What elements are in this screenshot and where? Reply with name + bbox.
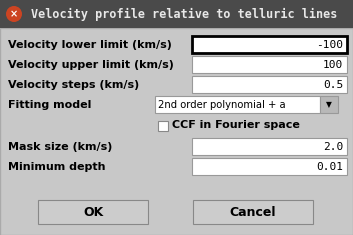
Text: Fitting model: Fitting model [8, 99, 91, 110]
Text: 100: 100 [323, 59, 343, 70]
Text: ▼: ▼ [326, 100, 332, 109]
Bar [192, 76, 347, 93]
Text: OK: OK [83, 205, 103, 219]
Text: 2.0: 2.0 [323, 141, 343, 152]
Text: 0.5: 0.5 [323, 79, 343, 90]
Bar [192, 36, 347, 53]
Text: Minimum depth: Minimum depth [8, 161, 106, 172]
Bar [155, 96, 320, 113]
Text: ×: × [10, 9, 18, 19]
Text: Velocity upper limit (km/s): Velocity upper limit (km/s) [8, 59, 174, 70]
Text: Velocity lower limit (km/s): Velocity lower limit (km/s) [8, 39, 172, 50]
Circle shape [6, 6, 22, 22]
Text: Mask size (km/s): Mask size (km/s) [8, 141, 112, 152]
Text: Cancel: Cancel [230, 205, 276, 219]
Bar [158, 121, 168, 130]
Bar [0, 28, 353, 235]
Bar [192, 56, 347, 73]
Text: Velocity profile relative to telluric lines: Velocity profile relative to telluric li… [31, 8, 338, 20]
Text: -100: -100 [316, 39, 343, 50]
Bar [0, 0, 353, 28]
Bar [320, 96, 338, 113]
Text: 0.01: 0.01 [316, 161, 343, 172]
Bar [192, 158, 347, 175]
Bar [38, 200, 148, 224]
Text: 2nd order polynomial + a: 2nd order polynomial + a [158, 99, 286, 110]
Bar [192, 138, 347, 155]
Text: CCF in Fourier space: CCF in Fourier space [172, 121, 300, 130]
Text: Velocity steps (km/s): Velocity steps (km/s) [8, 79, 139, 90]
Bar [193, 200, 313, 224]
